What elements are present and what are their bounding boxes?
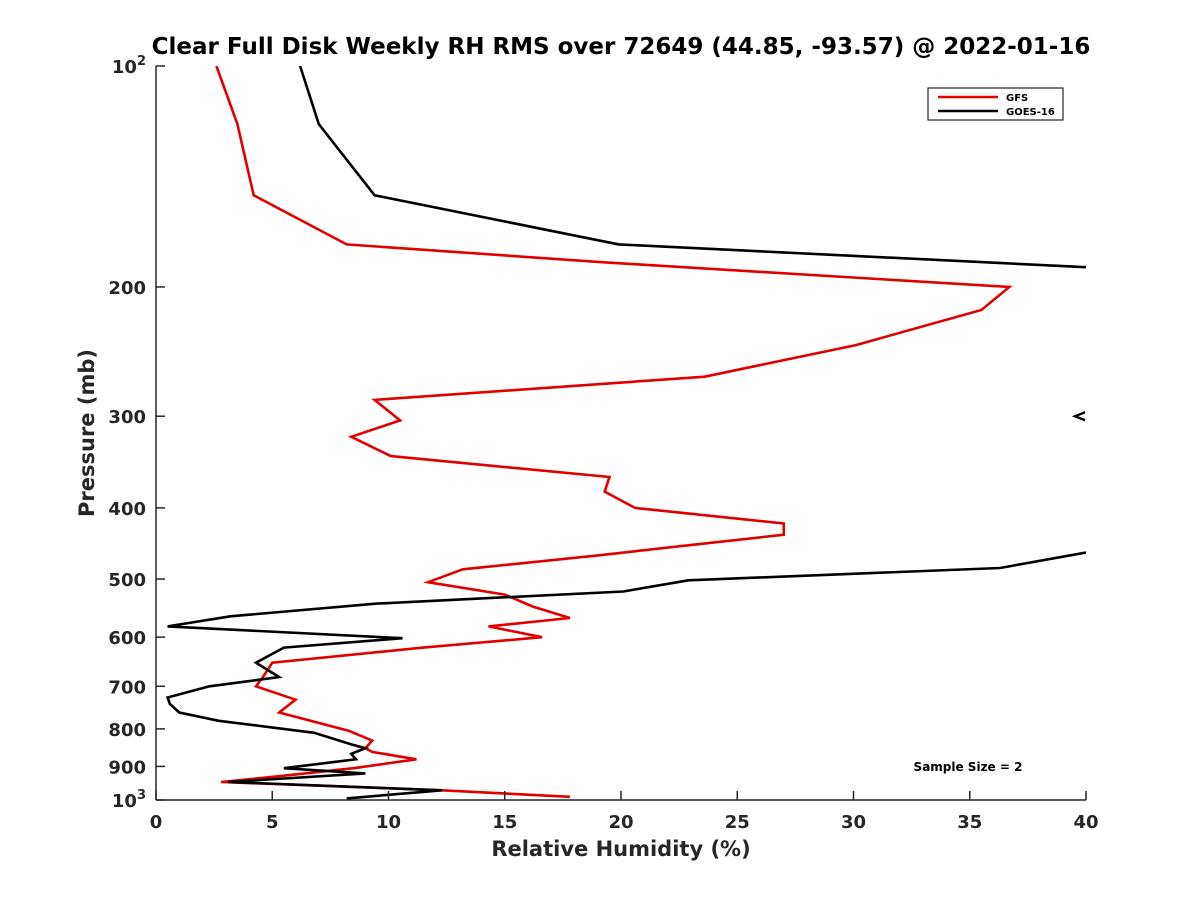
y-tick-label-700: 700	[108, 677, 146, 698]
y-tick-label-900: 900	[108, 757, 146, 778]
series-line-goes-16-1	[298, 66, 1086, 269]
y-tick-label-300: 300	[108, 407, 146, 428]
series-line-goes-16-2	[165, 551, 1086, 800]
sample-size-annotation: Sample Size = 2	[914, 760, 1023, 774]
x-tick-label-15: 15	[492, 812, 517, 833]
legend-label-goes-16: GOES-16	[1006, 107, 1055, 118]
axes-layer: 0 5 10 15 20 25 30 35 40 102 200 300 400 500 600 700 800…	[108, 54, 1098, 833]
series-layer	[165, 66, 1086, 800]
y-tick-label-200: 200	[108, 278, 146, 299]
legend-label-gfs: GFS	[1006, 93, 1028, 104]
y-tick-label-500: 500	[108, 570, 146, 591]
y-tick-label-100: 102	[112, 54, 146, 78]
chart-title: Clear Full Disk Weekly RH RMS over 72649…	[152, 34, 1091, 60]
legend: GFS GOES-16	[927, 87, 1064, 121]
y-axis-label: Pressure (mb)	[75, 349, 99, 517]
x-tick-label-10: 10	[376, 812, 401, 833]
x-tick-label-0: 0	[150, 812, 163, 833]
x-tick-label-30: 30	[841, 812, 866, 833]
x-axis-label: Relative Humidity (%)	[491, 837, 750, 861]
y-tick-label-600: 600	[108, 628, 146, 649]
goes16-marker	[1071, 411, 1086, 422]
y-tick-label-400: 400	[108, 499, 146, 520]
x-tick-label-20: 20	[608, 812, 633, 833]
x-tick-label-5: 5	[266, 812, 279, 833]
y-tick-label-800: 800	[108, 720, 146, 741]
x-tick-label-25: 25	[725, 812, 750, 833]
x-tick-label-40: 40	[1073, 812, 1098, 833]
legend-box	[927, 87, 1064, 121]
y-tick-label-1000: 103	[112, 788, 146, 812]
x-tick-label-35: 35	[957, 812, 982, 833]
